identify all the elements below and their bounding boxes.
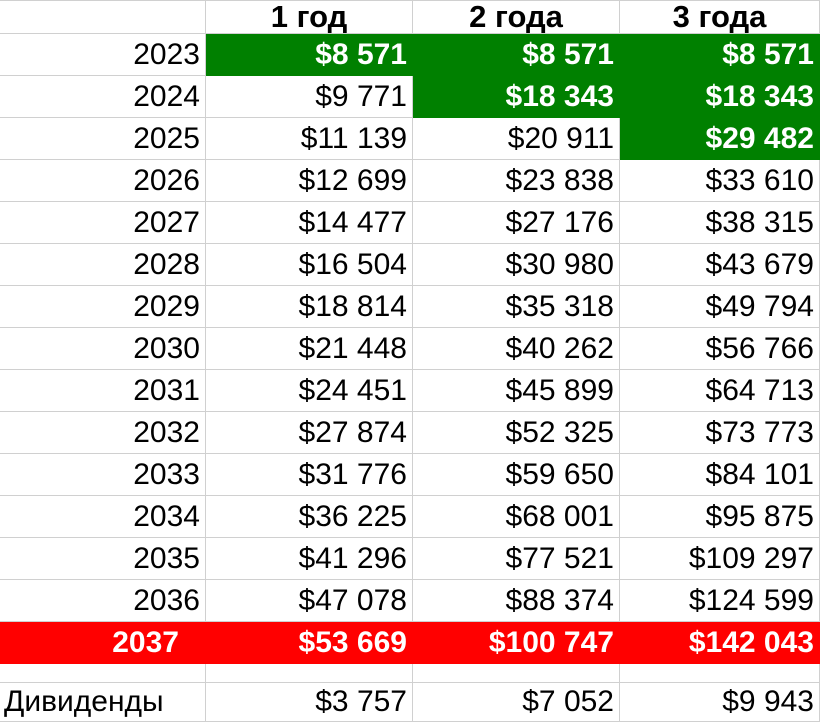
table-body: 2023 $8 571 $8 571 $8 571 2024 $9 771 $18 343 $… xyxy=(0,34,828,664)
row-2029: 2029 $18 814 $35 318 $49 794 xyxy=(0,286,820,328)
empty-cell[interactable] xyxy=(413,664,620,683)
value-cell[interactable]: $59 650 xyxy=(413,454,620,496)
col-header-3-years[interactable]: 3 года xyxy=(620,1,820,34)
year-cell[interactable]: 2028 xyxy=(0,244,206,286)
row-2036: 2036 $47 078 $88 374 $124 599 xyxy=(0,580,820,622)
value-cell[interactable]: $20 911 xyxy=(413,118,620,160)
value-cell[interactable]: $33 610 xyxy=(620,160,820,202)
year-cell[interactable]: 2033 xyxy=(0,454,206,496)
value-cell[interactable]: $49 794 xyxy=(620,286,820,328)
col-header-2-years[interactable]: 2 года xyxy=(413,1,620,34)
row-2028: 2028 $16 504 $30 980 $43 679 xyxy=(0,244,820,286)
dividends-value-1-year[interactable]: $3 757 xyxy=(206,683,413,722)
year-cell[interactable]: 2025 xyxy=(0,118,206,160)
value-cell[interactable]: $8 571 xyxy=(206,34,413,76)
row-2025: 2025 $11 139 $20 911 $29 482 xyxy=(0,118,820,160)
year-cell[interactable]: 2026 xyxy=(0,160,206,202)
row-2030: 2030 $21 448 $40 262 $56 766 xyxy=(0,328,820,370)
year-cell[interactable]: 2034 xyxy=(0,496,206,538)
year-cell[interactable]: 2031 xyxy=(0,370,206,412)
year-cell[interactable]: 2029 xyxy=(0,286,206,328)
empty-cell[interactable] xyxy=(0,664,206,683)
value-cell[interactable]: $77 521 xyxy=(413,538,620,580)
value-cell[interactable]: $100 747 xyxy=(413,622,620,664)
row-2024: 2024 $9 771 $18 343 $18 343 xyxy=(0,76,820,118)
year-cell[interactable]: 2024 xyxy=(0,76,206,118)
year-cell[interactable]: 2030 xyxy=(0,328,206,370)
spacer-row xyxy=(0,664,820,683)
year-cell[interactable]: 2037 xyxy=(0,622,206,664)
value-cell[interactable]: $18 343 xyxy=(620,76,820,118)
year-cell[interactable]: 2036 xyxy=(0,580,206,622)
value-cell[interactable]: $27 176 xyxy=(413,202,620,244)
value-cell[interactable]: $30 980 xyxy=(413,244,620,286)
value-cell[interactable]: $11 139 xyxy=(206,118,413,160)
value-cell[interactable]: $35 318 xyxy=(413,286,620,328)
value-cell[interactable]: $124 599 xyxy=(620,580,820,622)
value-cell[interactable]: $47 078 xyxy=(206,580,413,622)
row-2035: 2035 $41 296 $77 521 $109 297 xyxy=(0,538,820,580)
value-cell[interactable]: $16 504 xyxy=(206,244,413,286)
year-cell[interactable]: 2035 xyxy=(0,538,206,580)
row-2023: 2023 $8 571 $8 571 $8 571 xyxy=(0,34,820,76)
value-cell[interactable]: $142 043 xyxy=(620,622,820,664)
value-cell[interactable]: $9 771 xyxy=(206,76,413,118)
empty-cell[interactable] xyxy=(206,664,413,683)
corner-cell[interactable] xyxy=(0,1,206,34)
value-cell[interactable]: $56 766 xyxy=(620,328,820,370)
value-cell[interactable]: $8 571 xyxy=(620,34,820,76)
value-cell[interactable]: $23 838 xyxy=(413,160,620,202)
row-2032: 2032 $27 874 $52 325 $73 773 xyxy=(0,412,820,454)
value-cell[interactable]: $41 296 xyxy=(206,538,413,580)
value-cell[interactable]: $64 713 xyxy=(620,370,820,412)
row-2033: 2033 $31 776 $59 650 $84 101 xyxy=(0,454,820,496)
value-cell[interactable]: $53 669 xyxy=(206,622,413,664)
dividends-row: Дивиденды $3 757 $7 052 $9 943 xyxy=(0,683,820,722)
value-cell[interactable]: $27 874 xyxy=(206,412,413,454)
value-cell[interactable]: $45 899 xyxy=(413,370,620,412)
value-cell[interactable]: $38 315 xyxy=(620,202,820,244)
value-cell[interactable]: $24 451 xyxy=(206,370,413,412)
year-cell[interactable]: 2027 xyxy=(0,202,206,244)
year-cell[interactable]: 2023 xyxy=(0,34,206,76)
dividends-value-3-years[interactable]: $9 943 xyxy=(620,683,820,722)
empty-cell[interactable] xyxy=(620,664,820,683)
value-cell[interactable]: $88 374 xyxy=(413,580,620,622)
value-cell[interactable]: $84 101 xyxy=(620,454,820,496)
value-cell[interactable]: $36 225 xyxy=(206,496,413,538)
value-cell[interactable]: $18 814 xyxy=(206,286,413,328)
value-cell[interactable]: $68 001 xyxy=(413,496,620,538)
header-row: 1 год 2 года 3 года xyxy=(0,0,820,34)
row-2034: 2034 $36 225 $68 001 $95 875 xyxy=(0,496,820,538)
value-cell[interactable]: $12 699 xyxy=(206,160,413,202)
row-2027: 2027 $14 477 $27 176 $38 315 xyxy=(0,202,820,244)
value-cell[interactable]: $109 297 xyxy=(620,538,820,580)
value-cell[interactable]: $18 343 xyxy=(413,76,620,118)
value-cell[interactable]: $43 679 xyxy=(620,244,820,286)
dividends-label[interactable]: Дивиденды xyxy=(0,683,206,722)
value-cell[interactable]: $14 477 xyxy=(206,202,413,244)
year-cell[interactable]: 2032 xyxy=(0,412,206,454)
value-cell[interactable]: $73 773 xyxy=(620,412,820,454)
row-2026: 2026 $12 699 $23 838 $33 610 xyxy=(0,160,820,202)
value-cell[interactable]: $31 776 xyxy=(206,454,413,496)
dividends-value-2-years[interactable]: $7 052 xyxy=(413,683,620,722)
value-cell[interactable]: $40 262 xyxy=(413,328,620,370)
col-header-1-year[interactable]: 1 год xyxy=(206,1,413,34)
value-cell[interactable]: $8 571 xyxy=(413,34,620,76)
row-2031: 2031 $24 451 $45 899 $64 713 xyxy=(0,370,820,412)
value-cell[interactable]: $21 448 xyxy=(206,328,413,370)
value-cell[interactable]: $95 875 xyxy=(620,496,820,538)
value-cell[interactable]: $52 325 xyxy=(413,412,620,454)
value-cell[interactable]: $29 482 xyxy=(620,118,820,160)
row-2037: 2037 $53 669 $100 747 $142 043 xyxy=(0,622,820,664)
